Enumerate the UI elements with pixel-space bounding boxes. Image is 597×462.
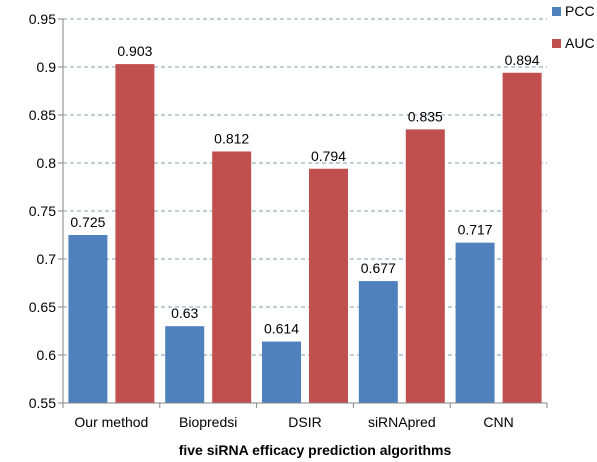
- axes: [62, 19, 547, 404]
- legend-swatch-auc: [552, 39, 561, 48]
- legend-swatch-pcc: [552, 7, 561, 16]
- data-label: 0.835: [408, 108, 443, 124]
- y-tick-label: 0.85: [29, 107, 56, 123]
- y-tick-label: 0.65: [29, 299, 56, 315]
- x-axis-title: five siRNA efficacy prediction algorithm…: [179, 442, 452, 458]
- category-label: Our method: [74, 414, 148, 430]
- bar-auc: [212, 151, 252, 403]
- y-tick-label: 0.8: [37, 155, 57, 171]
- bar-pcc: [68, 235, 108, 403]
- data-label: 0.812: [214, 130, 249, 146]
- y-tick-label: 0.7: [37, 251, 57, 267]
- bars: [68, 64, 542, 404]
- data-label: 0.794: [311, 148, 346, 164]
- data-label: 0.677: [361, 260, 396, 276]
- category-label: DSIR: [288, 414, 321, 430]
- data-labels: 0.725 0.903 0.63 0.812 0.614 0.794 0.677 0.835 0…: [70, 43, 539, 336]
- bar-pcc: [262, 341, 301, 403]
- y-tick-label: 0.6: [37, 347, 57, 363]
- data-label: 0.63: [171, 305, 198, 321]
- bar-pcc: [165, 326, 205, 403]
- data-label: 0.717: [458, 222, 493, 238]
- y-tick-label: 0.95: [29, 11, 56, 27]
- legend-label-auc: AUC: [565, 35, 595, 51]
- category-label: Biopredsi: [179, 414, 237, 430]
- category-label: CNN: [483, 414, 513, 430]
- bar-pcc: [358, 281, 398, 403]
- bar-auc: [502, 72, 542, 403]
- bar-auc: [309, 168, 348, 403]
- category-label: siRNApred: [368, 414, 436, 430]
- data-label: 0.725: [70, 214, 105, 230]
- data-label: 0.903: [117, 43, 152, 59]
- data-label: 0.894: [505, 52, 540, 68]
- y-tick-label: 0.75: [29, 203, 56, 219]
- legend: PCC AUC: [552, 3, 595, 51]
- legend-label-pcc: PCC: [565, 3, 595, 19]
- bar-pcc: [455, 242, 495, 403]
- data-label: 0.614: [264, 321, 299, 337]
- bar-auc: [405, 129, 445, 403]
- bar-auc: [115, 64, 155, 404]
- y-tick-label: 0.9: [37, 59, 57, 75]
- x-axis-categories: Our method Biopredsi DSIR siRNApred CNN: [62, 403, 548, 430]
- y-tick-label: 0.55: [29, 395, 56, 411]
- y-axis-ticks: 0.55 0.6 0.65 0.7 0.75 0.8 0.85 0.9 0.95: [29, 11, 63, 411]
